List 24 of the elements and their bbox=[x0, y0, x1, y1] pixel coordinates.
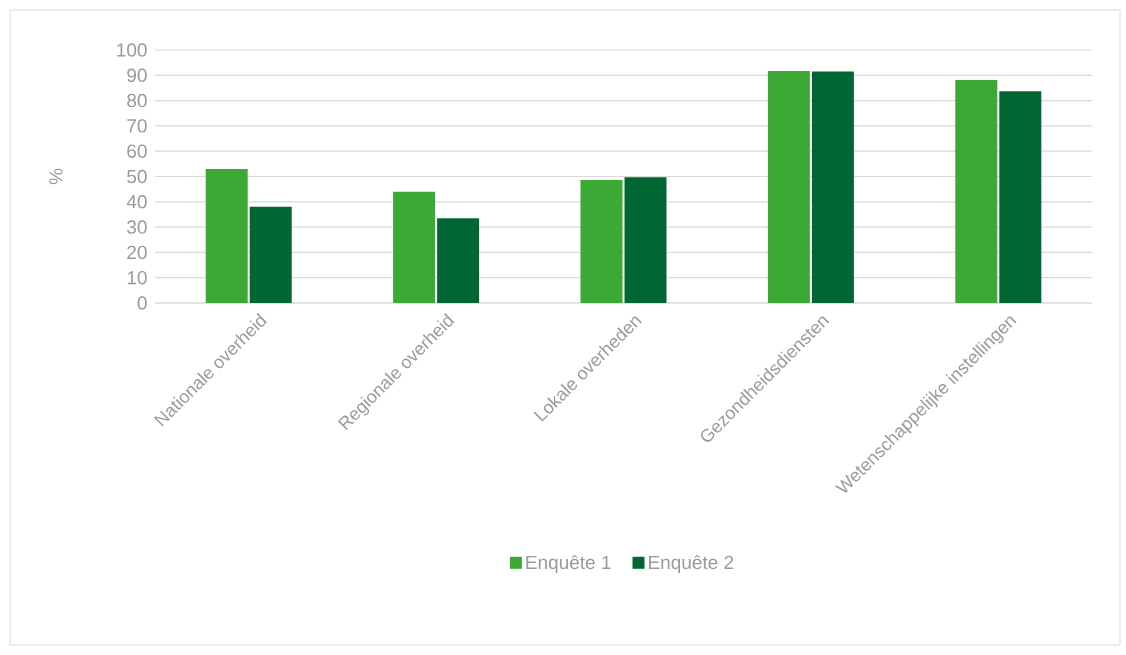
y-tick-label: 100 bbox=[117, 43, 147, 57]
bar bbox=[205, 168, 248, 303]
y-tick-label: 20 bbox=[127, 245, 147, 260]
bar bbox=[624, 177, 667, 303]
y-axis-title: % bbox=[49, 168, 63, 185]
bar bbox=[767, 70, 810, 303]
bar bbox=[393, 191, 436, 303]
y-tick-label: 0 bbox=[137, 296, 147, 310]
bar bbox=[955, 80, 998, 303]
y-tick-label: 40 bbox=[126, 195, 147, 209]
y-tick-label: 30 bbox=[127, 220, 147, 234]
legend-label: Enquête 1 bbox=[526, 555, 611, 573]
bar bbox=[580, 180, 623, 303]
y-tick-label: 90 bbox=[127, 68, 147, 83]
bar bbox=[811, 71, 854, 303]
y-tick-label: 10 bbox=[127, 270, 147, 285]
bar bbox=[437, 218, 480, 303]
legend-label: Enquête 2 bbox=[649, 555, 734, 573]
y-tick-label: 60 bbox=[127, 144, 147, 158]
bar bbox=[999, 91, 1042, 303]
bar bbox=[249, 206, 292, 303]
y-tick-label: 50 bbox=[127, 169, 147, 184]
y-tick-label: 70 bbox=[127, 119, 147, 133]
y-tick-label: 80 bbox=[127, 93, 147, 108]
